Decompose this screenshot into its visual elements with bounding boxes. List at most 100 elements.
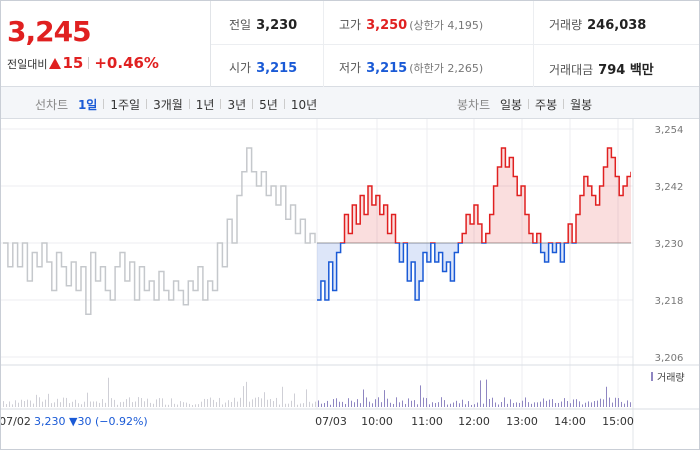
tab-daily[interactable]: 일봉 (499, 98, 523, 112)
volume-bar (141, 398, 142, 407)
divider (220, 99, 222, 109)
tab-10y[interactable]: 10년 (290, 98, 318, 112)
volume-bar (447, 404, 448, 407)
volume-bar (564, 398, 565, 407)
volume-bar (213, 399, 214, 407)
volume-bar (522, 400, 523, 407)
volume-bar (576, 399, 577, 407)
volume-bar (183, 402, 184, 407)
volume-bar (618, 398, 619, 407)
volume-bar (309, 401, 310, 407)
volume-bar (588, 401, 589, 407)
volume-bar (444, 400, 445, 407)
volume-bar (381, 402, 382, 407)
volume-bar (567, 401, 568, 407)
volume-bar (396, 397, 397, 407)
volume-bar (504, 397, 505, 407)
volume-bar (387, 398, 388, 407)
volume-bar (288, 403, 289, 407)
volume-bar (174, 403, 175, 407)
volume-bar (168, 404, 169, 407)
volume-bar (537, 402, 538, 407)
volume-bar (243, 386, 244, 407)
volume-bar (45, 399, 46, 407)
volume-bar (579, 401, 580, 407)
volume-bar (87, 392, 88, 407)
volume-bar (66, 397, 67, 407)
today-line-up (339, 147, 631, 243)
amount-value: 794 백만 (598, 63, 654, 78)
volume-bar (369, 401, 370, 407)
volume-bar (234, 397, 235, 407)
volume-bar (624, 403, 625, 407)
volume-bar (63, 397, 64, 407)
volume-bar (411, 400, 412, 407)
volume-bar (399, 402, 400, 407)
volume-bar (303, 403, 304, 407)
volume-bar (435, 403, 436, 407)
tab-5y[interactable]: 5년 (259, 98, 278, 112)
volume-bar (312, 403, 313, 407)
volume-bar (423, 397, 424, 407)
divider (88, 57, 90, 69)
tab-monthly[interactable]: 월봉 (570, 98, 593, 112)
volume-bar (615, 397, 616, 407)
high-value: 3,250 (366, 18, 408, 33)
tab-3m[interactable]: 3개월 (153, 98, 183, 112)
volume-bar (582, 404, 583, 407)
tab-1y[interactable]: 1년 (195, 98, 215, 112)
volume-bar (300, 403, 301, 407)
volume-bar (426, 398, 427, 407)
low-value: 3,215 (366, 61, 408, 76)
y-tick-label: 3,206 (655, 353, 684, 364)
volume-bar (39, 397, 40, 407)
volume-bar (519, 402, 520, 407)
volume-bar (258, 397, 259, 407)
tab-3y[interactable]: 3년 (227, 98, 247, 112)
volume-bar (12, 404, 13, 407)
volume-bar (420, 385, 421, 407)
y-tick-label: 3,218 (655, 296, 684, 307)
volume-bar (450, 403, 451, 407)
volume-bar (57, 398, 58, 407)
current-price: 3,245 (7, 15, 92, 48)
volume-bar (54, 402, 55, 407)
prev-close-value: 3,230 (256, 18, 298, 33)
change-rate: +0.46% (94, 54, 159, 72)
volume-bar (123, 401, 124, 407)
divider (528, 99, 530, 109)
volume-bar (513, 403, 514, 407)
volume-bar (114, 399, 115, 407)
volume-bar (573, 399, 574, 407)
tab-1w[interactable]: 1주일 (110, 98, 141, 112)
volume-bar (21, 399, 22, 407)
volume-bar (360, 403, 361, 407)
volume-bar (201, 401, 202, 407)
tab-1d[interactable]: 1일 (77, 98, 98, 112)
x-tick-label: 07/02 (1, 415, 31, 428)
volume-bar (18, 402, 19, 407)
volume-bar (510, 399, 511, 407)
volume-bar (252, 399, 253, 407)
axis-labels: 3,254 3,242 3,230 3,218 3,206 거래량 07/02 07/03 10… (1, 125, 685, 428)
volume-bar (30, 400, 31, 407)
volume-bar (432, 402, 433, 407)
volume-bar (192, 404, 193, 407)
volume-bar (105, 402, 106, 407)
volume-bar (15, 400, 16, 407)
volume-bar (600, 398, 601, 407)
volume-bar (441, 397, 442, 407)
volume-bar (384, 390, 385, 407)
volume-bar (393, 403, 394, 407)
volume-bar (210, 397, 211, 407)
tab-weekly[interactable]: 주봉 (535, 98, 558, 112)
intraday-line-chart[interactable]: 3,254 3,242 3,230 3,218 3,206 거래량 07/02 07/03 10… (1, 119, 699, 450)
volume-bar (231, 401, 232, 407)
volume-stat: 거래량 246,038 (549, 16, 646, 33)
prev-close-label: 전일 (229, 18, 252, 32)
volume-bar (9, 401, 10, 407)
low-label: 저가 (339, 61, 362, 75)
volume-bar (402, 400, 403, 407)
volume-bar (249, 401, 250, 407)
